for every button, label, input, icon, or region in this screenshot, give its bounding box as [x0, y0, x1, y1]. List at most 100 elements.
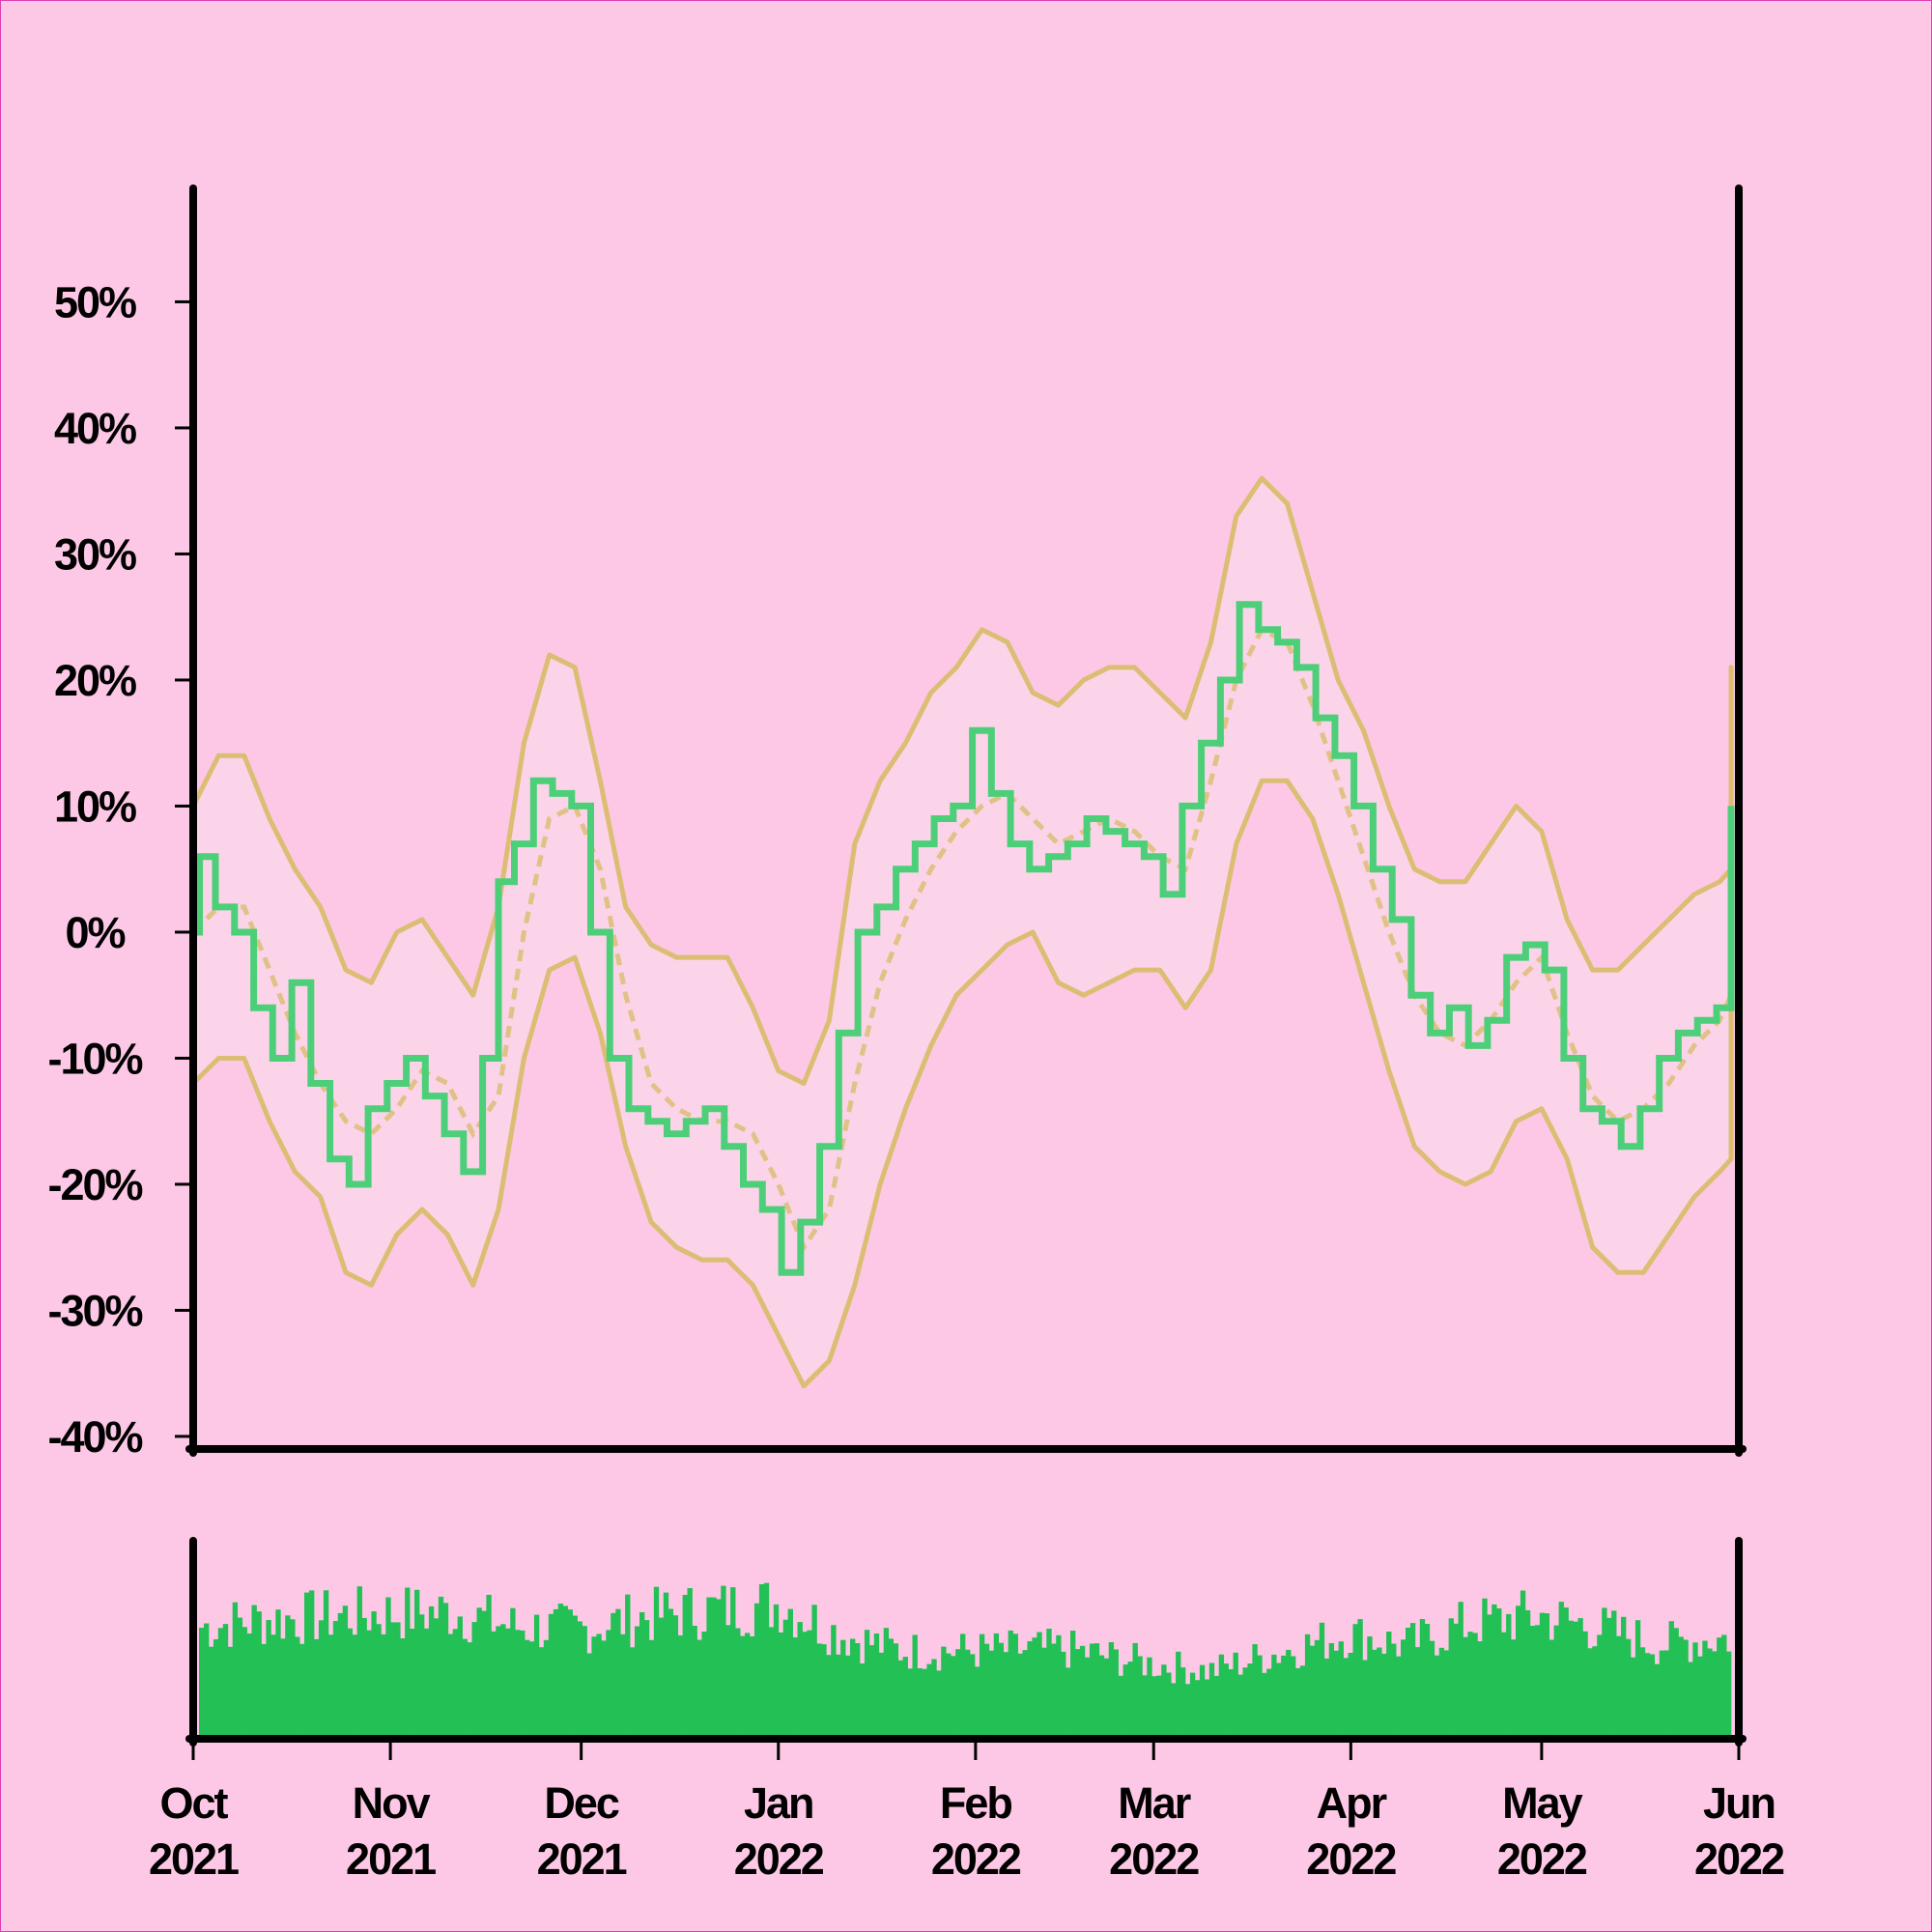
x-tick-year-label: 2022	[1694, 1834, 1784, 1884]
volume-bar	[500, 1624, 506, 1739]
volume-bar	[323, 1590, 329, 1739]
volume-bar	[462, 1638, 468, 1739]
x-tick-month-label: Dec	[544, 1778, 619, 1828]
volume-bar	[251, 1605, 257, 1739]
volume-bar	[1372, 1649, 1378, 1739]
volume-bar	[285, 1615, 291, 1739]
volume-bar	[965, 1649, 971, 1739]
volume-bar	[1089, 1643, 1095, 1739]
volume-bar	[955, 1649, 961, 1739]
y-axis: 50% 40% 30% 20% 10% 0% -10% -20% -30% -40%	[47, 277, 189, 1462]
volume-bar	[1611, 1610, 1617, 1739]
volume-bar	[1592, 1646, 1598, 1739]
volume-bar	[1377, 1647, 1382, 1739]
volume-bar	[295, 1636, 300, 1739]
volume-panel	[199, 1582, 1732, 1739]
volume-bar	[922, 1668, 927, 1739]
volume-bar	[643, 1620, 650, 1739]
volume-bar	[1003, 1652, 1009, 1739]
volume-bar	[1496, 1608, 1502, 1739]
volume-bar	[385, 1597, 391, 1739]
volume-bar	[1668, 1621, 1674, 1739]
volume-bar	[811, 1605, 817, 1739]
volume-bar	[735, 1628, 741, 1739]
volume-bar	[716, 1599, 722, 1739]
volume-bar	[816, 1643, 822, 1739]
volume-bar	[347, 1628, 353, 1739]
volume-bar	[1199, 1664, 1206, 1739]
volume-bar	[836, 1654, 841, 1739]
volume-bar	[376, 1624, 382, 1739]
volume-bar	[682, 1595, 688, 1739]
volume-bar	[711, 1597, 717, 1739]
volume-bar	[725, 1625, 731, 1739]
volume-bar	[653, 1586, 660, 1739]
volume-bar	[275, 1609, 281, 1739]
y-tick-label: 10%	[54, 781, 136, 831]
volume-bar	[1654, 1663, 1661, 1739]
volume-bar	[1352, 1624, 1358, 1739]
volume-bar	[902, 1657, 908, 1739]
volume-bar	[730, 1587, 736, 1739]
volume-bar	[696, 1639, 702, 1739]
volume-bar	[1568, 1620, 1574, 1739]
volume-bar	[960, 1634, 966, 1739]
volume-bar	[1017, 1653, 1023, 1739]
volume-bar	[1520, 1590, 1526, 1739]
volume-bar	[1108, 1642, 1115, 1739]
volume-bar	[740, 1635, 746, 1739]
volume-bar	[1185, 1684, 1191, 1739]
volume-bar	[611, 1612, 616, 1739]
volume-bar	[1501, 1632, 1507, 1739]
volume-bar	[1367, 1636, 1373, 1739]
x-tick-month-label: Jun	[1703, 1778, 1775, 1828]
volume-bar	[1218, 1654, 1225, 1739]
volume-bar	[979, 1634, 985, 1739]
volume-bar	[447, 1634, 454, 1739]
volume-bar	[860, 1663, 866, 1739]
lower-band-line	[191, 778, 1734, 1389]
volume-bar	[1027, 1641, 1033, 1739]
x-tick-month-label: Apr	[1317, 1778, 1387, 1828]
volume-bar	[807, 1630, 812, 1739]
volume-bar	[1597, 1634, 1603, 1739]
volume-bar	[1602, 1607, 1607, 1739]
y-tick-label: 0%	[65, 908, 125, 957]
volume-bar	[897, 1660, 903, 1739]
volume-bar	[1391, 1643, 1397, 1739]
volume-bar	[1075, 1649, 1081, 1739]
volume-bar	[630, 1647, 636, 1739]
volume-bar	[1726, 1651, 1732, 1739]
volume-bar	[1180, 1667, 1186, 1739]
x-tick-year-label: 2022	[931, 1834, 1021, 1884]
volume-bar	[1563, 1607, 1569, 1739]
volume-bar	[395, 1622, 401, 1739]
volume-bar	[1319, 1622, 1325, 1739]
volume-bar	[1702, 1640, 1708, 1739]
volume-bar	[845, 1655, 851, 1739]
y-tick-label: 30%	[54, 529, 136, 579]
volume-bar	[625, 1594, 631, 1739]
volume-bar	[1443, 1650, 1449, 1739]
volume-bar	[1717, 1637, 1722, 1739]
volume-bar	[1079, 1645, 1086, 1739]
volume-bar	[1213, 1675, 1220, 1739]
volume-bar	[1487, 1614, 1492, 1739]
y-tick-label: 50%	[54, 277, 136, 327]
volume-bar	[515, 1630, 521, 1739]
volume-bar	[1070, 1631, 1076, 1739]
volume-bar	[242, 1627, 247, 1739]
volume-bar	[1103, 1658, 1110, 1739]
volume-bar	[1291, 1656, 1296, 1739]
volume-bar	[1343, 1658, 1349, 1739]
volume-bar	[658, 1617, 665, 1739]
volume-bar	[1626, 1638, 1632, 1739]
volume-bar	[381, 1634, 386, 1739]
volume-bar	[361, 1617, 367, 1739]
volume-bar	[1008, 1630, 1013, 1739]
volume-bar	[232, 1602, 239, 1739]
volume-bar	[471, 1622, 477, 1739]
volume-bar	[572, 1615, 578, 1739]
volume-bar	[1194, 1680, 1201, 1739]
